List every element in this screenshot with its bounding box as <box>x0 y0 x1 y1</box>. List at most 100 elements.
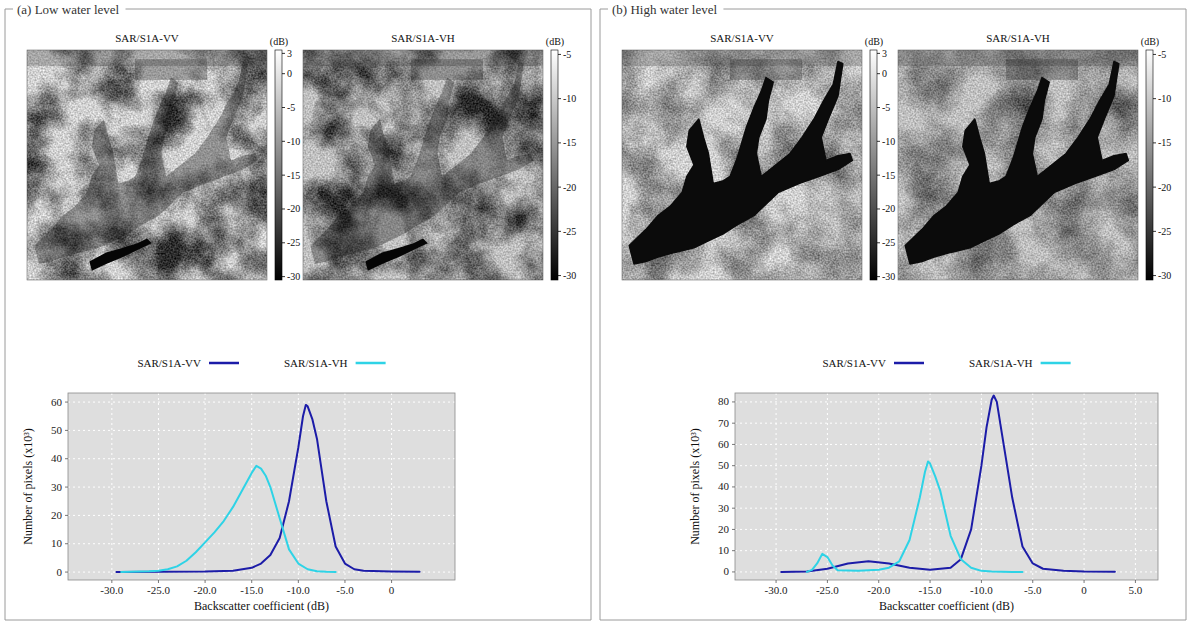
panel-frame <box>723 9 1186 10</box>
tick-mark <box>930 580 931 583</box>
panel-frame <box>126 9 591 10</box>
panel-frame <box>5 620 591 621</box>
image-border <box>898 50 1138 280</box>
colorbar-tick-label: -10 <box>1158 93 1171 104</box>
image-title: SAR/S1A-VV <box>710 32 774 44</box>
colorbar-tick <box>558 54 561 55</box>
tick-mark <box>65 572 68 573</box>
colorbar-tick-label: -25 <box>563 226 576 237</box>
tick-mark <box>776 580 777 583</box>
legend-swatch <box>356 362 386 365</box>
colorbar-tick <box>282 107 285 108</box>
grid-line <box>68 487 455 488</box>
colorbar-tick <box>1153 98 1156 99</box>
sar-image <box>27 50 267 280</box>
y-tick-label: 30 <box>718 502 730 514</box>
grid-line <box>1032 393 1033 580</box>
colorbar-tick <box>1153 275 1156 276</box>
y-tick-label: 10 <box>51 537 63 549</box>
colorbar-tick <box>558 275 561 276</box>
plot-frame <box>68 393 455 580</box>
water-body <box>629 62 852 264</box>
grid-line <box>68 458 455 459</box>
chart: -30.0-25.0-20.0-15.0-10.0-5.000102030405… <box>21 357 455 613</box>
sar-image <box>303 50 543 280</box>
series-line <box>807 461 1023 571</box>
y-tick-label: 40 <box>51 452 63 464</box>
colorbar-tick <box>282 242 285 243</box>
legend-label: SAR/S1A-VV <box>822 357 886 369</box>
colorbar-tick-label: -5 <box>563 49 571 60</box>
image-title: SAR/S1A-VH <box>391 32 455 44</box>
colorbar-tick-label: 3 <box>287 48 292 59</box>
grid-line <box>111 393 112 580</box>
colorbar-tick <box>558 187 561 188</box>
x-tick-label: -25.0 <box>147 584 170 596</box>
grid-line <box>1084 393 1085 580</box>
colorbar-tick-label: -30 <box>1158 270 1171 281</box>
tick-mark <box>732 508 735 509</box>
image-title: SAR/S1A-VV <box>115 32 179 44</box>
colorbar-tick-label: -20 <box>287 203 300 214</box>
panel-frame <box>591 9 592 620</box>
panel-frame <box>5 9 13 10</box>
series-group <box>781 396 1115 572</box>
colorbar <box>870 50 877 280</box>
image-title: SAR/S1A-VH <box>986 32 1050 44</box>
colorbar-tick-label: -15 <box>563 137 576 148</box>
tick-mark <box>732 444 735 445</box>
tick-mark <box>732 550 735 551</box>
y-tick-label: 0 <box>57 566 63 578</box>
y-axis-title: Number of pixels (x10³) <box>21 428 35 545</box>
grid-line <box>735 401 1158 402</box>
grid-line <box>391 393 392 580</box>
grid-line <box>298 393 299 580</box>
x-tick-label: -30.0 <box>100 584 123 596</box>
colorbar-tick <box>1153 142 1156 143</box>
colorbar-tick-label: -30 <box>563 270 576 281</box>
sar-image <box>898 50 1138 280</box>
y-tick-label: 50 <box>51 424 63 436</box>
grid-line <box>735 444 1158 445</box>
legend: SAR/S1A-VV SAR/S1A-VH <box>822 357 1070 369</box>
image-border <box>27 50 267 280</box>
colorbar-tick-label: -5 <box>287 102 295 113</box>
panel-title: (b) High water level <box>612 2 717 17</box>
tick-mark <box>827 580 828 583</box>
colorbar-label: (dB) <box>270 36 288 48</box>
colorbar-tick-label: -10 <box>882 136 895 147</box>
colorbar-label: (dB) <box>546 36 564 48</box>
series-line <box>116 405 419 572</box>
y-tick-label: 60 <box>718 438 730 450</box>
image-speckle <box>898 50 1138 280</box>
tick-mark <box>732 465 735 466</box>
grid-line <box>68 402 455 403</box>
grid-line <box>735 529 1158 530</box>
colorbar-tick <box>877 276 880 277</box>
tick-mark <box>732 486 735 487</box>
water-body <box>905 62 1128 264</box>
colorbar-label: (dB) <box>865 36 883 48</box>
tick-mark <box>1135 580 1136 583</box>
legend-swatch <box>1041 362 1071 365</box>
colorbar <box>1146 50 1153 280</box>
series-line <box>781 396 1115 572</box>
tick-mark <box>65 515 68 516</box>
x-tick-label: -10.0 <box>970 584 993 596</box>
grid-line <box>205 393 206 580</box>
legend-label: SAR/S1A-VH <box>969 357 1033 369</box>
colorbar-tick-label: -15 <box>287 170 300 181</box>
colorbar-tick <box>877 242 880 243</box>
tick-mark <box>158 580 159 583</box>
colorbar-tick <box>558 98 561 99</box>
tick-mark <box>65 458 68 459</box>
legend-swatch <box>209 362 239 365</box>
colorbar-tick <box>282 53 285 54</box>
water-body <box>89 239 151 271</box>
colorbar-tick <box>282 276 285 277</box>
panel-frame <box>600 9 601 620</box>
x-tick-label: -5.0 <box>1024 584 1042 596</box>
colorbar-tick-label: -20 <box>1158 182 1171 193</box>
x-tick-label: -20.0 <box>867 584 890 596</box>
grid-line <box>68 515 455 516</box>
